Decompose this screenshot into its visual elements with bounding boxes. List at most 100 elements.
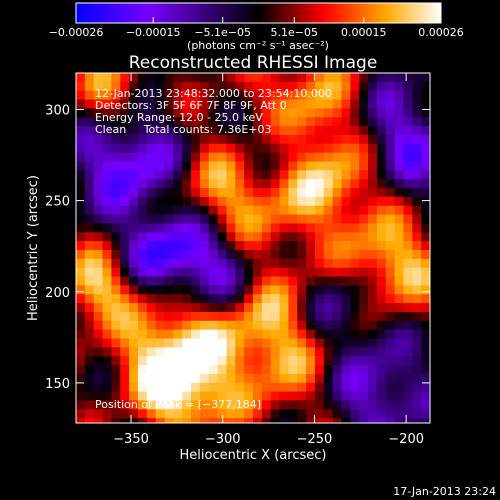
heatmap-cell: [244, 356, 254, 366]
heatmap-cell: [120, 223, 130, 233]
heatmap-cell: [350, 250, 360, 260]
heatmap-cell: [350, 382, 360, 393]
heatmap-cell: [350, 400, 360, 410]
heatmap-cell: [111, 90, 121, 101]
heatmap-cell: [350, 329, 360, 340]
heatmap-cell: [270, 179, 281, 189]
heatmap-cell: [93, 285, 104, 295]
heatmap-cell: [191, 205, 201, 216]
heatmap-cell: [253, 90, 263, 101]
heatmap-cell: [314, 418, 325, 423]
heatmap-cell: [421, 365, 430, 375]
annotation-detectors: Detectors: 3F 5F 6F 7F 8F 9F, Att 0: [95, 99, 287, 112]
heatmap-cell: [137, 126, 148, 136]
heatmap-cell: [235, 418, 245, 423]
heatmap-cell: [76, 152, 86, 163]
heatmap-cell: [403, 117, 413, 127]
heatmap-cell: [385, 285, 396, 295]
heatmap-cell: [359, 311, 369, 322]
heatmap-cell: [129, 90, 139, 101]
heatmap-cell: [146, 373, 157, 384]
heatmap-cell: [253, 365, 263, 375]
heatmap-cell: [394, 81, 405, 92]
heatmap-cell: [394, 338, 405, 348]
heatmap-cell: [332, 382, 343, 393]
heatmap-cell: [412, 232, 422, 242]
heatmap-cell: [173, 409, 183, 419]
heatmap-cell: [306, 400, 316, 410]
heatmap-cell: [403, 205, 413, 216]
heatmap-cell: [323, 356, 334, 366]
heatmap-cell: [394, 311, 405, 322]
heatmap-cell: [341, 267, 351, 278]
heatmap-cell: [217, 276, 228, 286]
heatmap-cell: [359, 241, 369, 251]
heatmap-cell: [235, 320, 245, 331]
heatmap-cell: [376, 214, 387, 225]
heatmap-cell: [235, 99, 245, 109]
heatmap-cell: [332, 338, 343, 348]
heatmap-cell: [235, 205, 245, 216]
heatmap-cell: [173, 365, 183, 375]
y-axis-title: Heliocentric Y (arcsec): [26, 175, 41, 321]
heatmap-cell: [376, 329, 387, 340]
heatmap-cell: [199, 258, 210, 269]
heatmap-cell: [226, 356, 236, 366]
heatmap-cell: [288, 294, 298, 304]
heatmap-cell: [261, 320, 272, 331]
heatmap-cell: [332, 152, 343, 163]
heatmap-cell: [164, 126, 174, 136]
heatmap-cell: [376, 258, 387, 269]
heatmap-cell: [137, 320, 148, 331]
heatmap-cell: [76, 108, 86, 118]
heatmap-cell: [129, 73, 139, 83]
heatmap-cell: [350, 214, 360, 225]
heatmap-cell: [350, 126, 360, 136]
heatmap-cell: [111, 373, 121, 384]
heatmap-cell: [173, 320, 183, 331]
heatmap-cell: [403, 311, 413, 322]
heatmap-cell: [84, 81, 95, 92]
heatmap-cell: [297, 161, 307, 171]
heatmap-cell: [403, 214, 413, 225]
heatmap-cell: [102, 241, 112, 251]
heatmap-cell: [350, 338, 360, 348]
heatmap-cell: [394, 161, 405, 171]
heatmap-cell: [226, 338, 236, 348]
heatmap-cell: [376, 303, 387, 313]
heatmap-cell: [199, 365, 210, 375]
heatmap-cell: [376, 311, 387, 322]
heatmap-cell: [421, 400, 430, 410]
heatmap-cell: [403, 373, 413, 384]
heatmap-cell: [261, 232, 272, 242]
heatmap-cell: [314, 400, 325, 410]
heatmap-cell: [244, 170, 254, 180]
heatmap-cell: [261, 276, 272, 286]
heatmap-cell: [120, 311, 130, 322]
heatmap-cell: [182, 347, 192, 357]
heatmap-cell: [253, 196, 263, 207]
heatmap-cell: [84, 152, 95, 163]
heatmap-cell: [182, 294, 192, 304]
heatmap-cell: [403, 81, 413, 92]
heatmap-cell: [376, 250, 387, 260]
peak-position-label: Position of Peak = [−377,184]: [95, 398, 261, 411]
heatmap-cell: [306, 214, 316, 225]
heatmap-cell: [146, 338, 157, 348]
heatmap-cell: [164, 294, 174, 304]
heatmap-cell: [368, 373, 378, 384]
heatmap-cell: [306, 179, 316, 189]
heatmap-cell: [341, 126, 351, 136]
heatmap-cell: [297, 188, 307, 198]
heatmap-cell: [306, 347, 316, 357]
heatmap-cell: [306, 356, 316, 366]
heatmap-cell: [385, 223, 396, 233]
heatmap-cell: [129, 365, 139, 375]
heatmap-cell: [76, 418, 86, 423]
heatmap-cell: [244, 73, 254, 83]
heatmap-cell: [270, 329, 281, 340]
heatmap-cell: [297, 99, 307, 109]
heatmap-cell: [235, 108, 245, 118]
heatmap-cell: [403, 258, 413, 269]
heatmap-cell: [84, 311, 95, 322]
